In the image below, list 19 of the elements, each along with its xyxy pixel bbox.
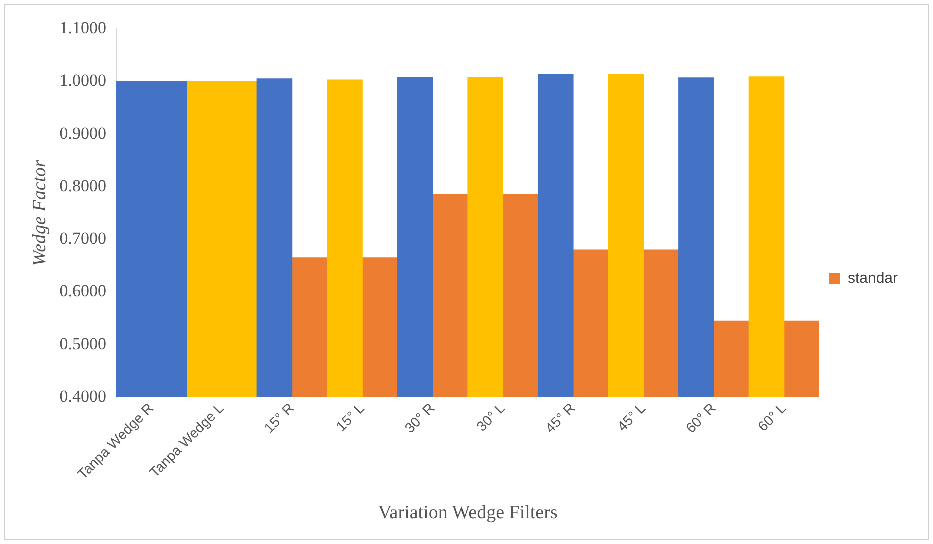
y-tick-label: 0.5000 <box>60 334 107 354</box>
x-tick-label: 45° R <box>542 400 578 436</box>
y-tick-label: 1.1000 <box>60 18 107 38</box>
y-tick-label: 0.6000 <box>60 282 107 301</box>
y-tick-label: 0.8000 <box>60 176 107 196</box>
y-axis-title: Wedge Factor <box>29 159 50 266</box>
x-tick-label: 30° R <box>402 400 438 436</box>
x-tick-label: 45° L <box>614 400 649 435</box>
x-tick-label: 60° R <box>682 400 719 436</box>
y-tick-label: 0.7000 <box>60 229 107 248</box>
legend-label: standar <box>848 270 898 288</box>
x-tick-label: 15° L <box>332 400 368 435</box>
y-tick-label: 1.0000 <box>60 71 107 90</box>
y-tick-label: 0.9000 <box>60 124 107 143</box>
x-tick-label: 60° L <box>754 400 790 435</box>
x-tick-label: 15° R <box>260 400 298 436</box>
x-tick-label: 30° L <box>473 400 508 435</box>
x-axis-title: Variation Wedge Filters <box>378 502 558 524</box>
y-tick-label: 0.4000 <box>60 386 107 406</box>
